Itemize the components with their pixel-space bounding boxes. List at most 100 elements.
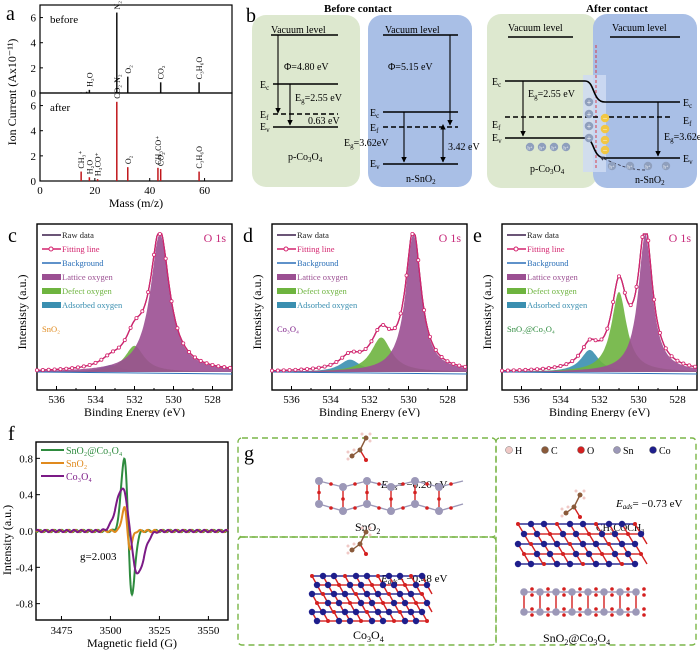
fit-point bbox=[681, 361, 686, 366]
atom-co bbox=[598, 530, 606, 538]
atom-o bbox=[642, 593, 646, 597]
fit-point bbox=[511, 368, 516, 373]
atom-o bbox=[530, 593, 534, 597]
atom-o bbox=[522, 552, 526, 556]
legend-entry: Raw data bbox=[297, 230, 329, 240]
fit-point bbox=[451, 361, 456, 366]
band-gap-co3o4-after: Eg=2.55 eV bbox=[528, 89, 576, 101]
vacuum-level-label: Vacuum level bbox=[612, 23, 667, 34]
fit-point bbox=[622, 290, 627, 295]
atom-o bbox=[610, 587, 614, 591]
atom-structures bbox=[308, 432, 648, 625]
panel-g-dft: g Eads= −0.20 eV Eads= −0.48 eV Eads= −0… bbox=[236, 420, 700, 651]
peak-label: O₂ bbox=[124, 155, 133, 164]
atom-co bbox=[631, 560, 639, 568]
legend-swatch bbox=[507, 288, 526, 294]
minus-sign: − bbox=[603, 146, 608, 155]
fit-point bbox=[392, 326, 397, 331]
vacuum-level-label: Vacuum level bbox=[385, 25, 440, 36]
panel-c-xps-sno2: c 536 534 532 530 528 Binding Energy (eV) Inten… bbox=[0, 212, 235, 419]
band-diagram: b Before contact After contact Vacuum le… bbox=[246, 3, 700, 188]
fit-point bbox=[293, 367, 298, 372]
y-tick-label: 6 bbox=[31, 101, 37, 113]
fit-point bbox=[105, 353, 110, 358]
atom-o bbox=[317, 490, 321, 495]
n-sno2-label: n-SnO2 bbox=[406, 174, 436, 186]
atom-co bbox=[559, 530, 567, 538]
sno2-model-label: SnO2 bbox=[355, 520, 380, 536]
peak-label: CH₃CO⁺ bbox=[154, 136, 163, 165]
component-defect-oxygen bbox=[272, 337, 467, 372]
fit-point bbox=[433, 348, 438, 353]
atom-co bbox=[533, 530, 541, 538]
atom-sn bbox=[315, 477, 323, 485]
legend-entry: Defect oxygen bbox=[297, 286, 348, 296]
y-tick-label: 6 bbox=[31, 13, 37, 25]
ef-label: Ef bbox=[370, 123, 379, 135]
atom-h bbox=[582, 489, 586, 493]
atom-o bbox=[409, 574, 413, 578]
ev-label: Ev bbox=[683, 154, 693, 166]
atom-o bbox=[392, 619, 396, 623]
negative-charge bbox=[600, 124, 610, 134]
x-axis-label: Binding Energy (eV) bbox=[549, 405, 650, 417]
panel-b-band-diagram: b Before contact After contact Vacuum le… bbox=[240, 0, 700, 200]
atom-co bbox=[418, 608, 426, 616]
p-co3o4-label: p-Co3O4 bbox=[288, 152, 323, 164]
atom-o bbox=[642, 607, 646, 611]
fit-point bbox=[93, 360, 98, 365]
atom-o bbox=[546, 587, 550, 591]
atom-co bbox=[368, 617, 376, 625]
atom-o bbox=[562, 613, 566, 617]
atom-co bbox=[407, 608, 415, 616]
atom-h bbox=[368, 432, 372, 436]
hole-label: h⁺ bbox=[551, 146, 557, 152]
atom-o bbox=[353, 482, 357, 486]
legend-entry: Fitting line bbox=[62, 244, 100, 254]
atom-o bbox=[546, 593, 550, 597]
atom-co bbox=[540, 520, 548, 528]
x-tick-label: 60 bbox=[199, 185, 211, 197]
band-gap-co3o4: Eg=2.55 eV bbox=[295, 93, 343, 105]
atom-h bbox=[360, 432, 364, 436]
legend-marker bbox=[513, 246, 519, 252]
fit-point bbox=[535, 367, 540, 372]
xps-chart-sno2-co3o4: e 536 534 532 530 528 Binding Energy (eV) Inten… bbox=[473, 223, 698, 419]
x-axis-label: Mass (m/z) bbox=[109, 196, 163, 210]
atom-o bbox=[578, 587, 582, 591]
fit-point bbox=[198, 358, 203, 363]
y-tick-label: 4 bbox=[31, 126, 37, 138]
fit-point bbox=[81, 364, 86, 369]
y-tick-label: 4 bbox=[31, 38, 37, 50]
atom-o bbox=[546, 607, 550, 611]
legend-entry: Raw data bbox=[62, 230, 94, 240]
atom-o bbox=[329, 506, 333, 510]
fit-point bbox=[346, 350, 351, 355]
fit-point bbox=[616, 274, 621, 279]
y-axis-label: Ion Current (Ax10⁻¹¹) bbox=[5, 39, 19, 146]
atom-legend-dot bbox=[649, 446, 657, 454]
atom-h bbox=[346, 450, 350, 454]
y-tick-label: 2 bbox=[31, 151, 37, 163]
atom-o bbox=[568, 542, 572, 546]
co3o4-model-frame bbox=[237, 536, 497, 646]
atom-co bbox=[335, 599, 343, 607]
atom-co bbox=[611, 550, 619, 558]
hole-label: h⁺ bbox=[645, 165, 651, 171]
panel-f-epr: f 0.8 0.4 0.0 -0.4 -0.8 3475 3500 3525 3550 Magnet… bbox=[0, 420, 238, 651]
core-level-title: O 1s bbox=[669, 231, 692, 245]
atom-o bbox=[562, 593, 566, 597]
plus-sign: + bbox=[587, 110, 592, 119]
atom-sn bbox=[387, 483, 395, 491]
panel-label-f: f bbox=[8, 423, 15, 445]
atom-co bbox=[605, 520, 613, 528]
atom-co bbox=[363, 590, 371, 598]
negative-charge bbox=[600, 135, 610, 145]
epr-chart: f 0.8 0.4 0.0 -0.4 -0.8 3475 3500 3525 3550 Magnet… bbox=[0, 423, 229, 650]
g-factor-annotation: g=2.003 bbox=[80, 551, 117, 563]
fit-point bbox=[669, 354, 674, 359]
fit-point bbox=[523, 367, 528, 372]
core-level-title: O 1s bbox=[204, 231, 227, 245]
fit-point bbox=[163, 256, 168, 261]
atom-h bbox=[368, 439, 372, 443]
